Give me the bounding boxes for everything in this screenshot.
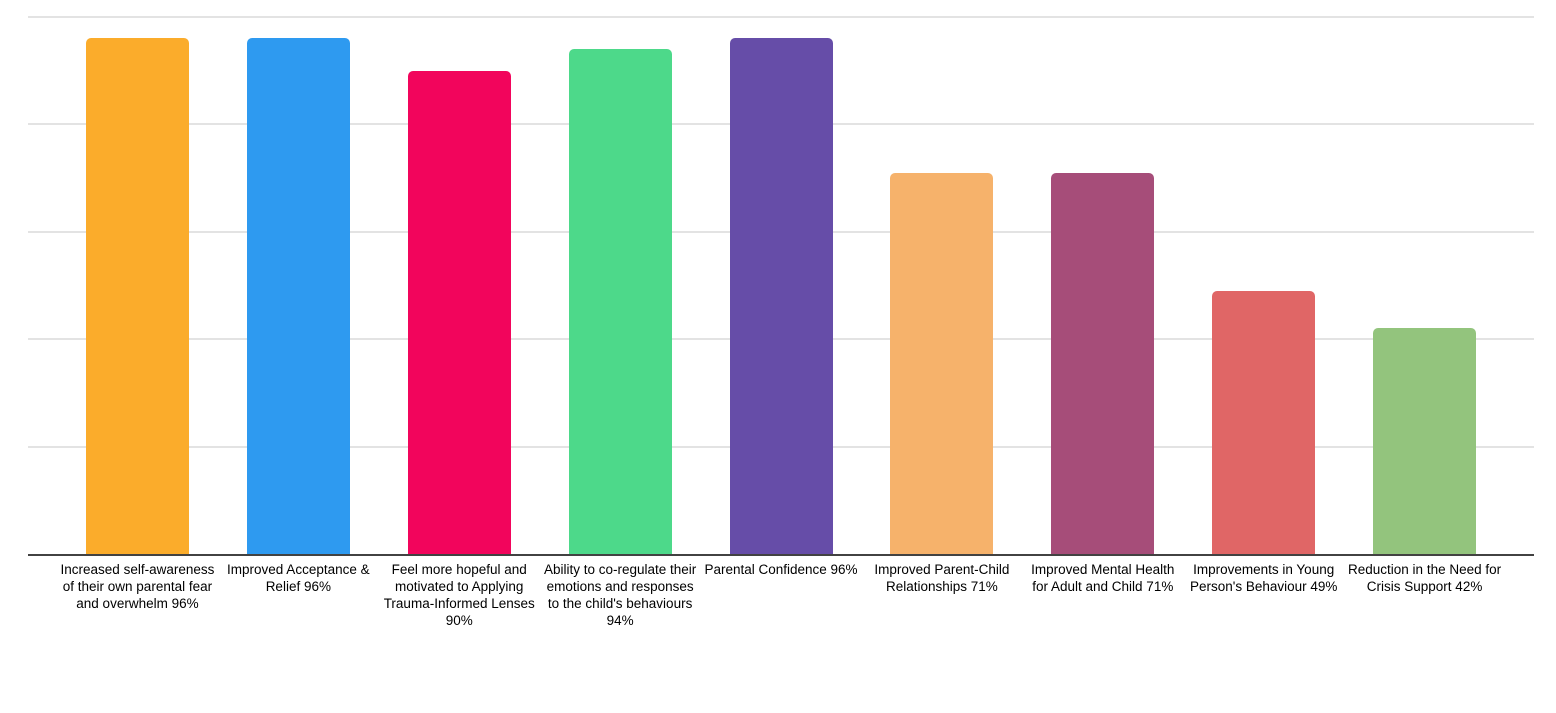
bar-2 <box>246 38 350 554</box>
category-label-7: Improved Mental Health for Adult and Chi… <box>1031 562 1175 594</box>
category-label-3: Feel more hopeful and motivated to Apply… <box>383 562 535 628</box>
x-axis-line <box>28 554 1534 556</box>
category-label-6: Improved Parent-Child Relationships 71% <box>874 562 1010 594</box>
category-label-9: Reduction in the Need for Crisis Support… <box>1348 562 1502 594</box>
category-label-2: Improved Acceptance & Relief 96% <box>227 562 370 594</box>
bar-slot-5 <box>701 17 862 554</box>
bar-7 <box>1051 172 1155 554</box>
bars-row <box>57 17 1505 554</box>
bar-slot-6 <box>861 17 1022 554</box>
bar-8 <box>1212 290 1316 554</box>
bar-slot-7 <box>1022 17 1183 554</box>
bar-6 <box>890 172 994 554</box>
gridline-100 <box>28 16 1534 18</box>
bar-slot-1 <box>57 17 218 554</box>
bar-slot-3 <box>379 17 540 554</box>
bar-slot-9 <box>1344 17 1505 554</box>
category-label-4: Ability to co-regulate their emotions an… <box>543 562 697 628</box>
category-label-1: Increased self-awareness of their own pa… <box>60 562 215 611</box>
category-label-8: Improvements in Young Person's Behaviour… <box>1189 562 1338 594</box>
bar-4 <box>568 49 672 554</box>
category-labels-row: Increased self-awareness of their own pa… <box>57 561 1505 629</box>
bar-slot-2 <box>218 17 379 554</box>
bar-9 <box>1373 328 1477 554</box>
bar-3 <box>407 70 511 554</box>
bar-5 <box>729 38 833 554</box>
category-label-5: Parental Confidence 96% <box>704 562 858 577</box>
bar-slot-8 <box>1183 17 1344 554</box>
bar-1 <box>85 38 189 554</box>
bar-slot-4 <box>540 17 701 554</box>
plot-area <box>28 16 1534 556</box>
